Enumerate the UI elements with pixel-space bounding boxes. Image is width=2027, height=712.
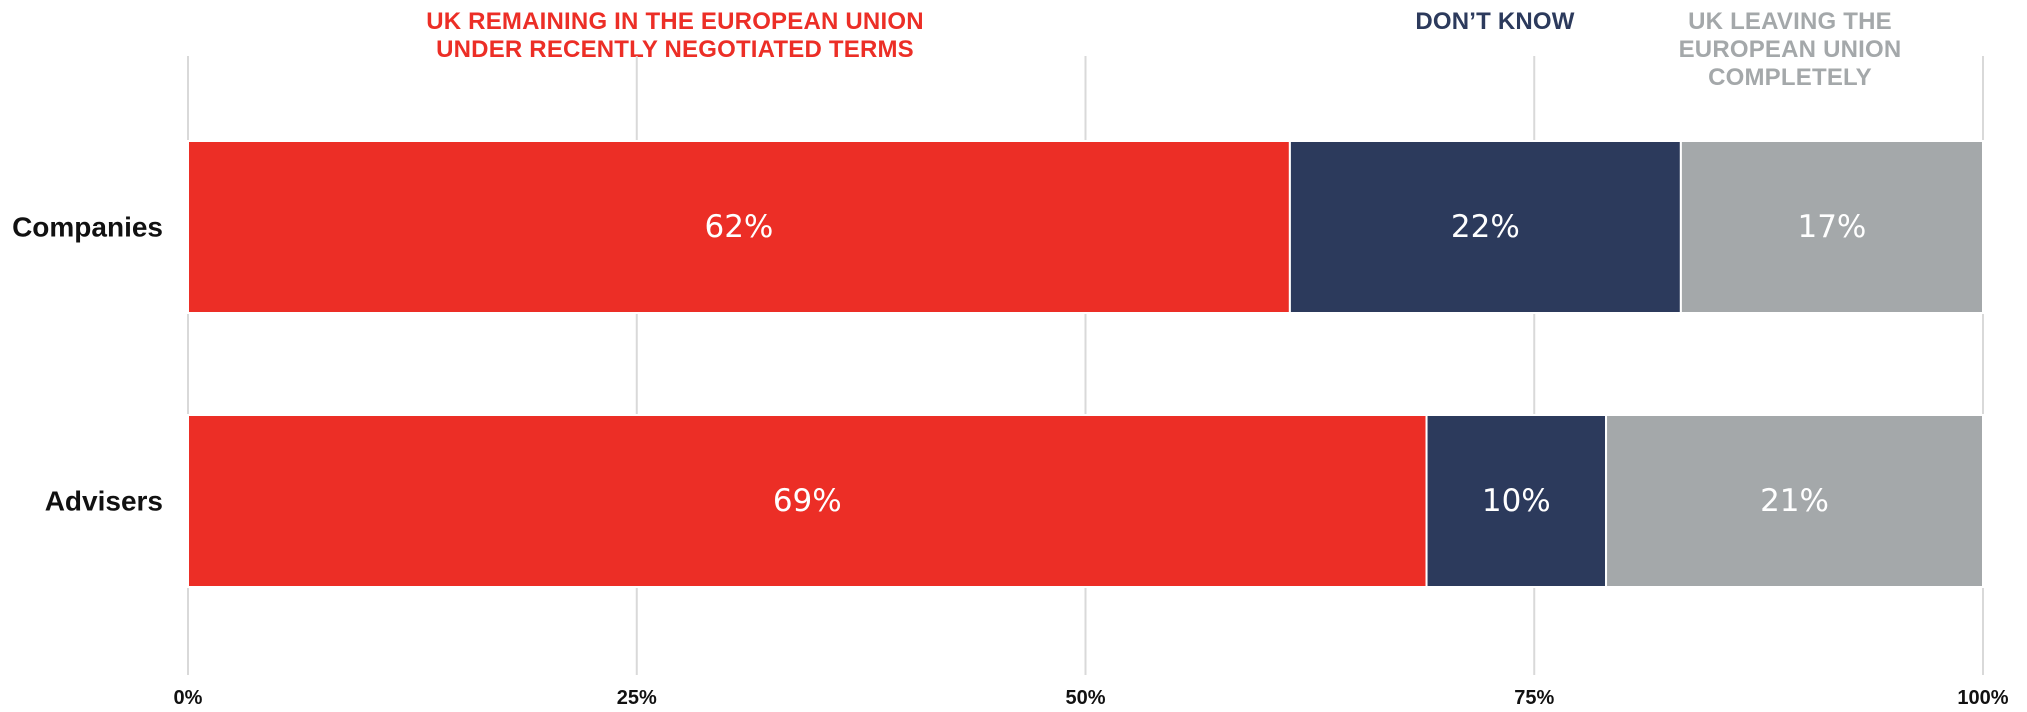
x-tick-label-75: 75% (1514, 687, 1554, 709)
data-label-companies-series-0: 62% (704, 209, 773, 245)
category-label-companies: Companies (12, 212, 163, 243)
bar-companies-series-0 (187, 140, 1291, 314)
bar-advisers-series-0 (187, 414, 1428, 588)
data-label-advisers-series-2: 21% (1760, 483, 1829, 519)
data-label-advisers-series-0: 69% (773, 483, 842, 519)
bar-advisers-series-2 (1605, 414, 1985, 588)
data-label-companies-series-1: 22% (1451, 209, 1520, 245)
category-label-advisers: Advisers (45, 486, 163, 517)
legend-entry-leaving: UK LEAVING THE EUROPEAN UNION COMPLETELY (1678, 8, 1902, 91)
legend-entry-dont-know: DON’T KNOW (1415, 8, 1575, 35)
x-tick-label-0: 0% (174, 687, 203, 709)
data-label-companies-series-2: 17% (1797, 209, 1866, 245)
legend-entry-remaining: UK REMAINING IN THE EUROPEAN UNION UNDER… (426, 8, 924, 63)
data-label-advisers-series-1: 10% (1482, 483, 1551, 519)
x-tick-label-25: 25% (617, 687, 657, 709)
bar-companies-series-1 (1288, 140, 1682, 314)
bar-advisers-series-1 (1425, 414, 1608, 588)
bar-companies-series-2 (1679, 140, 1985, 314)
x-tick-label-100: 100% (1957, 687, 2008, 709)
x-tick-label-50: 50% (1065, 687, 1105, 709)
